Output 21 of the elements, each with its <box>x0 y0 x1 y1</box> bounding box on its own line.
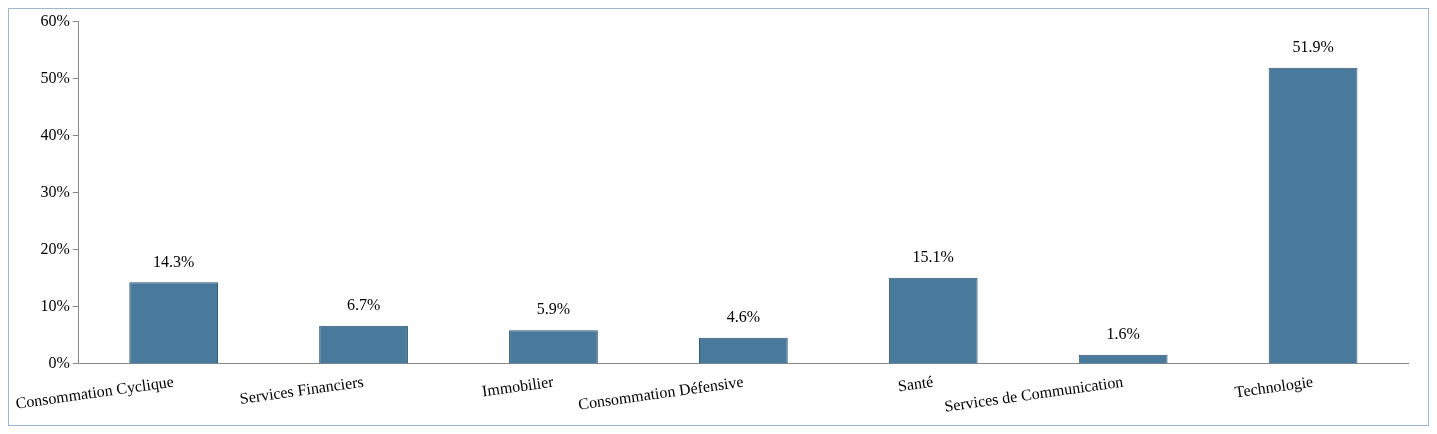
data-label: 51.9% <box>1292 38 1334 56</box>
x-tick-label: Services de Communication <box>943 372 1125 415</box>
x-tick-label: Immobilier <box>480 372 556 400</box>
y-tick-label: 0% <box>48 354 70 372</box>
data-label: 5.9% <box>536 300 571 318</box>
y-tick-label: 30% <box>40 182 70 200</box>
x-tick-label: Santé <box>896 372 935 395</box>
x-tick-label: Consommation Cyclique <box>14 372 175 413</box>
x-tick-label: Technologie <box>1233 372 1315 402</box>
data-label: 15.1% <box>912 247 954 265</box>
data-label: 1.6% <box>1106 324 1140 342</box>
y-tick-label: 60% <box>40 11 70 29</box>
data-label: 4.6% <box>726 307 761 325</box>
y-tick-label: 40% <box>40 125 70 143</box>
y-tick-label: 50% <box>40 68 70 86</box>
y-tick-label: 20% <box>40 239 70 257</box>
x-tick-label: Consommation Défensive <box>577 372 745 413</box>
x-tick-label: Services Financiers <box>238 372 365 407</box>
y-tick-label: 10% <box>40 297 70 315</box>
data-label: 6.7% <box>346 295 381 313</box>
data-label: 14.3% <box>153 252 195 270</box>
